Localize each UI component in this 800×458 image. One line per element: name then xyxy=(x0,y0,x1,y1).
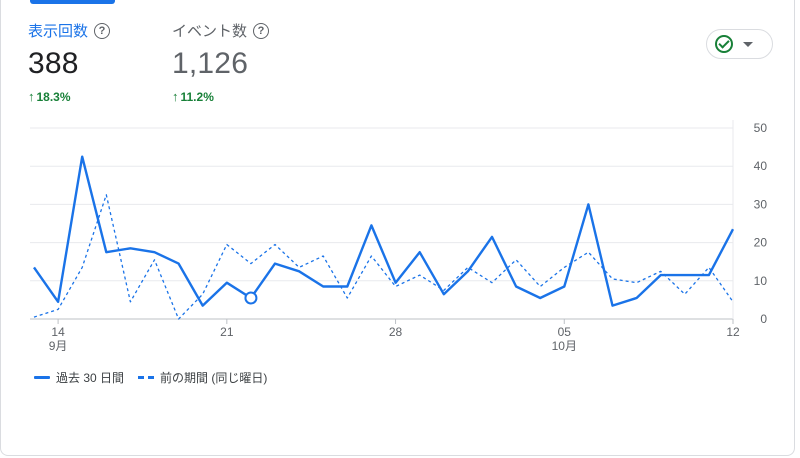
metric-impressions-value: 388 xyxy=(28,47,79,80)
metric-events[interactable]: イベント数 ? 1,126 ↑ 11.2% xyxy=(172,20,270,104)
x-tick-label: 14 xyxy=(51,325,65,339)
status-dropdown[interactable] xyxy=(706,29,773,59)
metric-impressions[interactable]: 表示回数 ? 388 ↑ 18.3% xyxy=(28,20,111,104)
highlight-point xyxy=(244,291,258,305)
chart-legend: 過去 30 日間 前の期間 (同じ曜日) xyxy=(34,369,281,386)
legend-item-previous[interactable]: 前の期間 (同じ曜日) xyxy=(138,369,267,386)
metric-events-delta: ↑ 11.2% xyxy=(172,89,269,104)
y-tick-label: 10 xyxy=(754,274,768,288)
metric-events-value: 1,126 xyxy=(172,47,249,80)
check-circle-icon xyxy=(715,35,733,53)
x-tick-label: 28 xyxy=(389,325,403,339)
x-tick-sublabel: 10月 xyxy=(552,339,577,353)
metric-impressions-delta-value: 18.3% xyxy=(36,89,71,104)
x-tick-label: 21 xyxy=(220,325,234,339)
selected-tab-indicator xyxy=(30,0,115,4)
x-tick-sublabel: 9月 xyxy=(49,339,68,353)
legend-label-current: 過去 30 日間 xyxy=(56,371,125,385)
legend-label-previous: 前の期間 (同じ曜日) xyxy=(160,371,268,385)
help-icon[interactable]: ? xyxy=(94,22,111,39)
arrow-up-icon: ↑ xyxy=(28,89,35,104)
series-line-current xyxy=(33,155,735,307)
metric-events-delta-value: 11.2% xyxy=(180,89,214,104)
x-tick-label: 12 xyxy=(726,325,740,339)
metric-events-label[interactable]: イベント数 xyxy=(172,23,248,40)
y-tick-label: 40 xyxy=(754,159,768,173)
y-tick-label: 20 xyxy=(754,236,768,250)
metric-impressions-label[interactable]: 表示回数 xyxy=(28,23,89,40)
help-icon[interactable]: ? xyxy=(253,22,270,39)
y-tick-label: 30 xyxy=(754,197,768,211)
legend-swatch-solid xyxy=(34,376,50,379)
y-tick-label: 0 xyxy=(760,312,767,326)
legend-swatch-dashed xyxy=(138,376,155,379)
metric-impressions-delta: ↑ 18.3% xyxy=(28,89,110,104)
arrow-up-icon: ↑ xyxy=(172,89,179,104)
legend-item-current[interactable]: 過去 30 日間 xyxy=(34,369,124,386)
x-tick-label: 05 xyxy=(558,325,572,339)
caret-down-icon xyxy=(743,41,753,47)
y-tick-label: 50 xyxy=(754,121,768,135)
series-line-previous xyxy=(33,194,734,320)
